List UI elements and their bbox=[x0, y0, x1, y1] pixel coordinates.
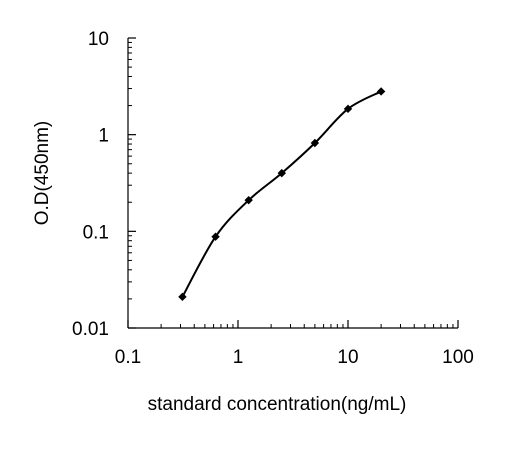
tick-labels: 0.1 1 10 100 0.01 0.1 1 10 bbox=[72, 29, 474, 368]
x-axis-label: standard concentration(ng/mL) bbox=[148, 394, 407, 415]
x-tick-label: 10 bbox=[337, 347, 358, 368]
y-tick-label: 1 bbox=[98, 126, 109, 147]
x-tick-label: 100 bbox=[442, 347, 474, 368]
data-point bbox=[310, 138, 320, 148]
y-tick-label: 10 bbox=[88, 29, 109, 50]
series-line bbox=[181, 90, 382, 298]
data-point bbox=[211, 232, 220, 241]
series-layer bbox=[178, 87, 386, 302]
y-tick-label: 0.1 bbox=[83, 222, 109, 243]
data-point bbox=[178, 292, 187, 302]
data-point bbox=[244, 195, 253, 205]
minor-ticks bbox=[128, 41, 454, 328]
y-axis-label: O.D(450nm) bbox=[32, 121, 53, 226]
x-tick-label: 1 bbox=[233, 347, 244, 368]
data-point bbox=[277, 168, 286, 178]
data-point bbox=[343, 104, 353, 114]
x-tick-label: 0.1 bbox=[115, 347, 141, 368]
axes bbox=[127, 38, 458, 329]
major-ticks bbox=[127, 37, 459, 329]
data-point bbox=[376, 87, 386, 96]
y-tick-label: 0.01 bbox=[72, 319, 109, 340]
